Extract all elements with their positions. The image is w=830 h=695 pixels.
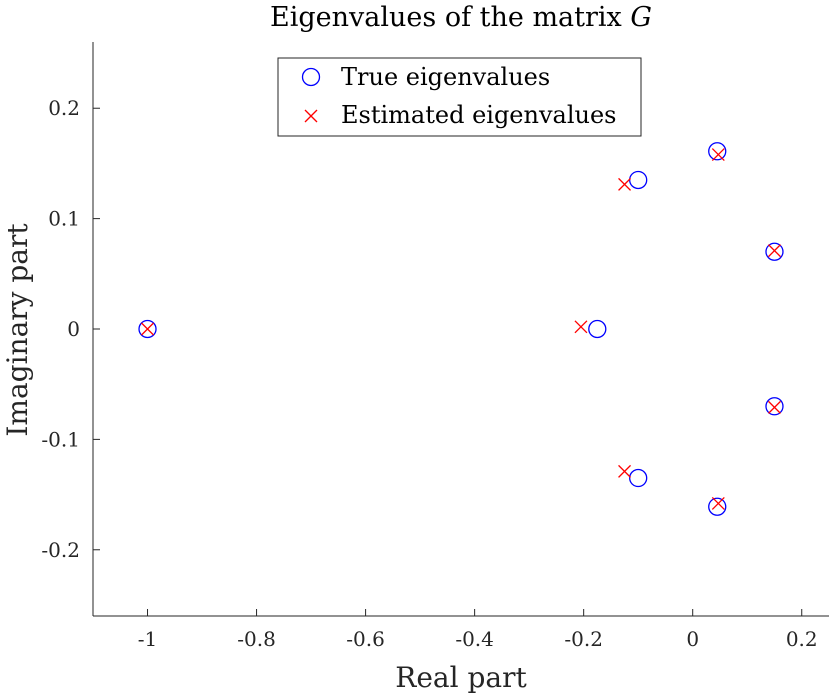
legend: True eigenvalues Estimated eigenvalues <box>277 57 642 137</box>
x-tick-label: -0.2 <box>564 627 603 651</box>
x-tick-label: -1 <box>138 627 157 651</box>
legend-marker-estimated <box>304 109 318 123</box>
chart-title: Eigenvalues of the matrix G <box>270 2 652 33</box>
y-axis-title: Imaginary part <box>1 223 34 437</box>
estimated-eigenvalue-point <box>618 177 632 191</box>
x-axis-title: Real part <box>395 661 527 694</box>
true-eigenvalue-point <box>765 397 784 416</box>
estimated-eigenvalue-point <box>574 320 588 334</box>
x-tick-label: -0.4 <box>455 627 494 651</box>
true-eigenvalue-point <box>629 468 648 488</box>
chart-title-text: Eigenvalues of the matrix <box>270 2 622 33</box>
estimated-eigenvalue-point <box>711 496 725 510</box>
true-eigenvalue-point <box>708 142 727 161</box>
x-axis-ticks: -1 -0.8 -0.6 -0.4 -0.2 0 0.2 <box>138 609 818 651</box>
x-tick-label: -0.6 <box>346 627 385 651</box>
estimated-eigenvalue-point <box>768 244 781 258</box>
x-tick-label: -0.8 <box>237 627 276 651</box>
true-eigenvalue-point <box>138 319 157 339</box>
y-tick-label: -0.2 <box>41 538 80 562</box>
legend-marker-true <box>301 67 321 87</box>
x-tick-label: 0.2 <box>786 627 818 651</box>
legend-circle-marker <box>301 67 321 87</box>
y-tick-label: 0 <box>67 317 80 341</box>
chart-title-symbol: G <box>630 2 652 33</box>
data-points <box>138 142 784 516</box>
estimated-eigenvalue-point <box>711 148 725 162</box>
legend-label-true: True eigenvalues <box>341 63 550 91</box>
y-tick-label: 0.2 <box>48 96 80 120</box>
y-tick-label: -0.1 <box>41 427 80 451</box>
legend-box <box>277 57 642 137</box>
true-eigenvalue-point <box>765 242 784 261</box>
y-axis-ticks: -0.2 -0.1 0 0.1 0.2 <box>41 96 100 562</box>
y-tick-label: 0.1 <box>48 207 80 231</box>
true-eigenvalue-point <box>629 170 648 190</box>
true-eigenvalue-point <box>708 497 727 516</box>
x-tick-label: 0 <box>686 627 699 651</box>
legend-x-marker <box>304 109 318 123</box>
true-eigenvalue-point <box>588 319 607 339</box>
estimated-eigenvalue-point <box>618 464 632 478</box>
estimated-eigenvalue-point <box>768 400 781 414</box>
estimated-eigenvalue-point <box>141 322 154 336</box>
legend-label-estimated: Estimated eigenvalues <box>341 101 616 129</box>
